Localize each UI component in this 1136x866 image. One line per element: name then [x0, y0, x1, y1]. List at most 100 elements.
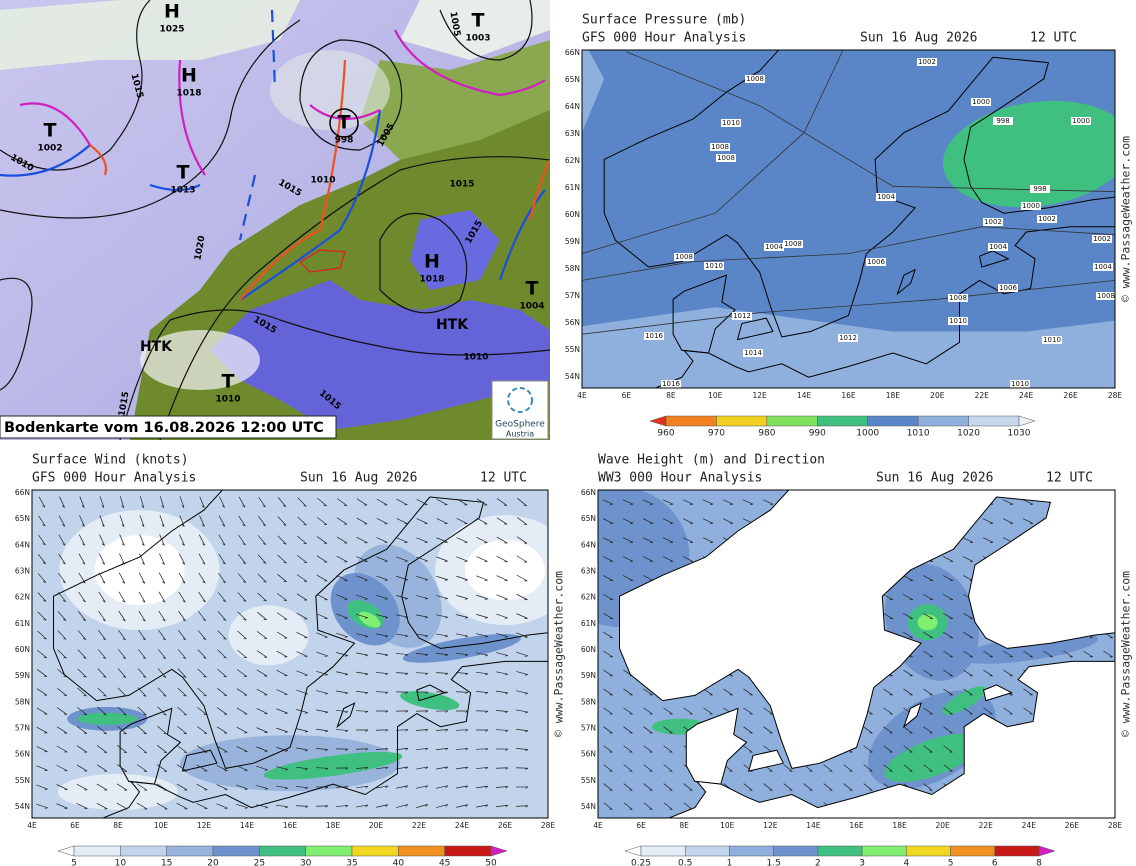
flow-arrow-head [42, 543, 46, 546]
caption: Bodenkarte vom 16.08.2026 12:00 UTC [4, 420, 324, 436]
flow-arrow [276, 747, 288, 751]
flow-arrow [903, 726, 913, 734]
flow-arrow-head [123, 695, 127, 697]
lat-label: 55N [581, 776, 596, 785]
flow-arrow-head [525, 730, 529, 733]
flow-arrow-head [304, 749, 309, 752]
center-letter: T [222, 371, 235, 393]
flow-arrow [455, 729, 469, 731]
lon-label: 4E [577, 391, 587, 400]
flow-arrow-head [203, 676, 207, 678]
lat-label: 54N [15, 802, 30, 811]
flow-arrow-head [161, 562, 165, 565]
lat-label: 65N [565, 75, 580, 84]
flow-arrow-head [82, 581, 86, 584]
flow-arrow [139, 496, 145, 508]
flow-arrow [37, 630, 47, 640]
flow-arrow [843, 783, 853, 791]
flow-arrow [336, 594, 348, 600]
colorbar-label: 5 [71, 859, 77, 866]
field-patch [582, 307, 1115, 388]
flow-arrow [496, 804, 508, 808]
flow-arrow [923, 726, 933, 734]
isobar [582, 226, 1115, 281]
flow-arrow [496, 575, 508, 581]
flow-arrow-head [505, 804, 509, 808]
contour-label: 1004 [989, 243, 1007, 251]
flow-arrow [476, 537, 488, 543]
flow-arrow-head [243, 600, 247, 602]
flow-arrow-head [142, 619, 146, 622]
flow-arrow [603, 688, 613, 696]
lon-label: 16E [283, 821, 298, 830]
center-pressure: 1025 [159, 25, 184, 35]
flow-arrow-head [405, 673, 409, 675]
flow-arrow [703, 707, 713, 715]
flow-arrow [416, 556, 428, 562]
flow-arrow [683, 707, 693, 715]
flow-arrow-head [243, 619, 247, 621]
flow-arrow [335, 729, 349, 731]
flow-arrow [316, 651, 328, 657]
flow-arrow [336, 498, 348, 506]
flow-arrow-head [465, 804, 469, 807]
flow-arrow [217, 649, 227, 659]
austria-outline [298, 249, 346, 273]
flow-arrow [903, 612, 913, 620]
contour-label: 1014 [744, 349, 762, 357]
flow-arrow-head [365, 710, 369, 713]
flow-arrow [602, 556, 614, 562]
flow-arrow [662, 518, 674, 524]
flow-arrow [336, 671, 348, 675]
flow-arrow [623, 726, 633, 734]
contour-label-bg [948, 294, 968, 302]
lat-label: 60N [581, 645, 596, 654]
flow-arrow [435, 653, 449, 655]
flow-arrow [962, 575, 974, 581]
flow-arrow [316, 574, 328, 582]
flow-arrow [196, 783, 208, 791]
flow-arrow [476, 785, 488, 789]
flow-arrow [923, 669, 933, 677]
flow-arrow [56, 764, 68, 772]
flow-arrow [823, 783, 833, 791]
colorbar-swatch [766, 415, 818, 427]
flow-arrow [178, 572, 186, 584]
flow-arrow-head [162, 638, 166, 641]
colorbar-label: 0.5 [678, 859, 692, 866]
flow-arrow [375, 672, 389, 674]
flow-arrow-head [405, 691, 409, 694]
flow-arrow [276, 612, 288, 620]
flow-arrow [622, 499, 634, 505]
flow-arrow [983, 650, 993, 658]
flow-arrow-head [465, 691, 469, 694]
flow-arrow [883, 707, 893, 715]
flow-arrow [476, 575, 488, 581]
flow-arrow [743, 726, 753, 734]
flow-arrow [236, 688, 248, 696]
flow-arrow [702, 537, 714, 543]
flow-arrow [117, 706, 127, 716]
flow-arrow [435, 729, 449, 731]
flow-arrow-head [203, 657, 207, 659]
panel-subtitle: GFS 000 Hour Analysis [582, 31, 746, 46]
map-frame [31, 489, 549, 819]
flow-arrow [603, 726, 613, 734]
flow-arrow [335, 786, 349, 788]
lat-label: 66N [15, 488, 30, 497]
coastline [336, 702, 356, 729]
flow-arrow [98, 591, 106, 603]
flow-arrow [218, 534, 226, 546]
flow-arrow [77, 649, 87, 659]
credit: © www.PassageWeather.com [1119, 571, 1133, 737]
flow-arrow-head [264, 788, 268, 790]
flow-arrow [863, 726, 873, 734]
center-letter: T [44, 120, 57, 142]
lat-label: 63N [565, 129, 580, 138]
flow-arrow-head [141, 543, 145, 546]
lon-label: 8E [666, 391, 676, 400]
flow-arrow [78, 611, 86, 621]
flow-arrow-head [303, 542, 307, 545]
flow-arrow-head [222, 562, 226, 565]
flow-arrow [455, 691, 469, 693]
